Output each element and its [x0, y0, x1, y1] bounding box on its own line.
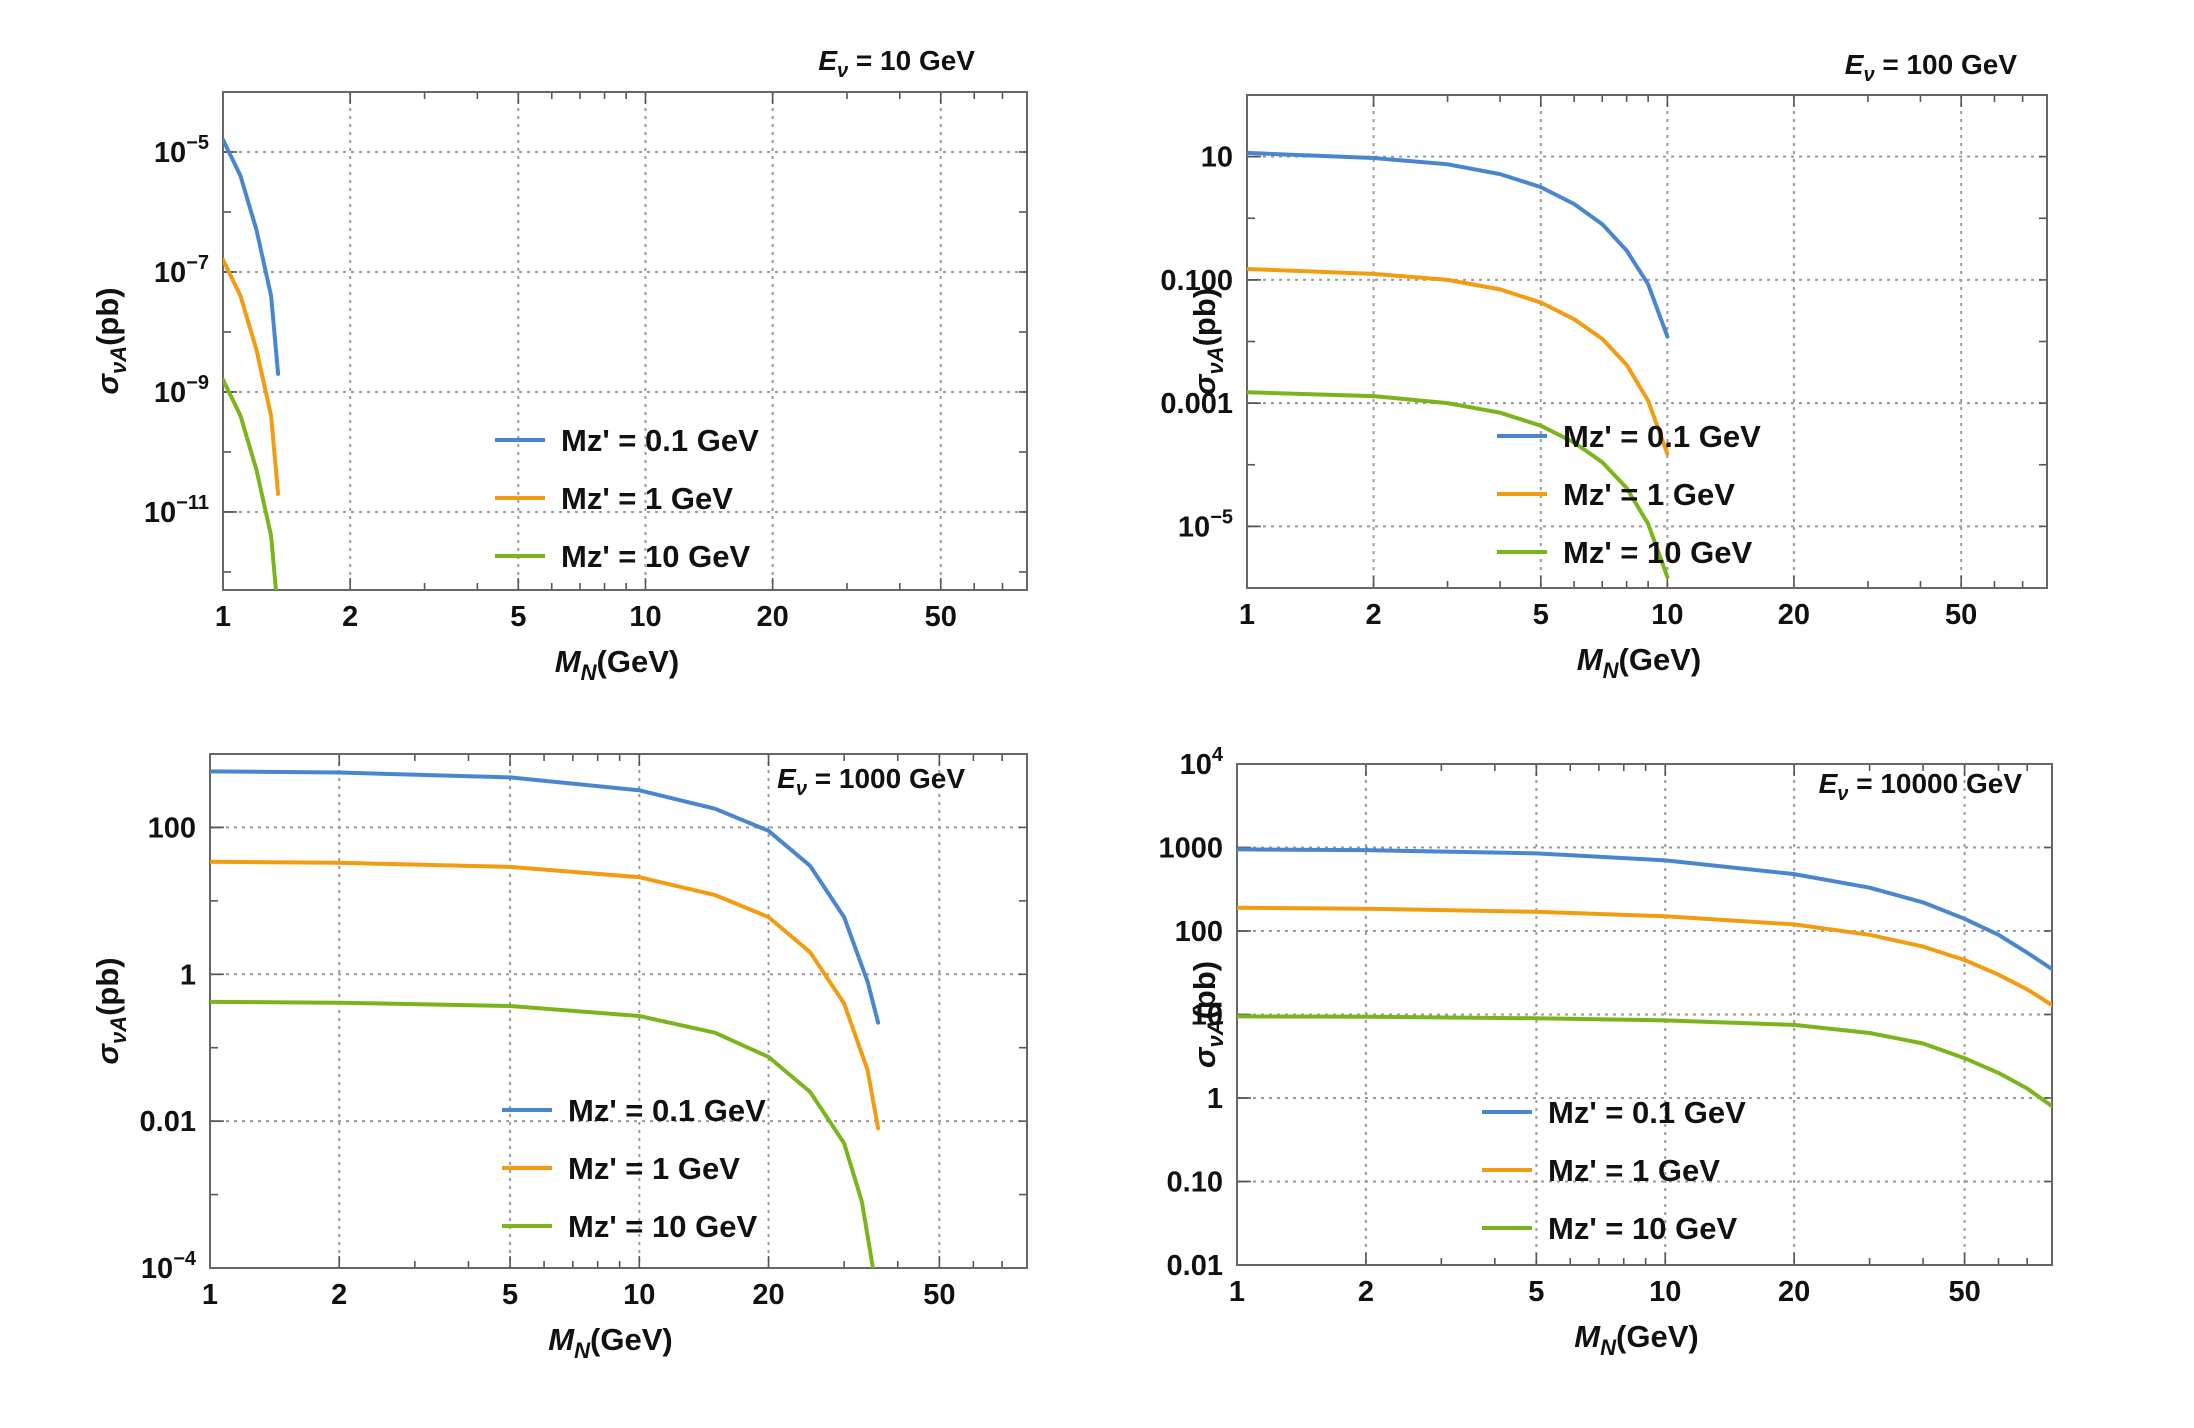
legend-label: Mz' = 0.1 GeV [1548, 1095, 1746, 1130]
y-tick-label: 10−7 [154, 252, 209, 289]
legend-label: Mz' = 1 GeV [1548, 1153, 1720, 1188]
series-line-1 [210, 859, 881, 1131]
x-axis-label: MN(GeV) [548, 1322, 672, 1363]
x-tick-label: 1 [1229, 1276, 1245, 1308]
series-line-2 [1247, 390, 1670, 580]
y-tick-label: 1 [1207, 1083, 1223, 1115]
legend-label: Mz' = 10 GeV [1548, 1211, 1737, 1246]
y-tick-label: 10−5 [154, 132, 209, 169]
legend-label: Mz' = 1 GeV [568, 1151, 740, 1186]
series-line-0 [1237, 847, 2052, 972]
x-tick-label: 20 [1778, 1276, 1810, 1308]
y-tick-label: 10 [1201, 142, 1233, 174]
chart-panel-e10000: 1 2 5 10 20 50 104 1000 100 10 1 0.10 0.01 MN(GeV) σνA… [1158, 744, 2053, 1360]
y-axis-label: σνA(pb) [1187, 961, 1228, 1068]
x-tick-label: 10 [1651, 599, 1683, 631]
x-tick-label: 50 [1945, 599, 1977, 631]
x-tick-label: 5 [510, 601, 526, 633]
energy-annotation: Eν = 10000 GeV [1819, 768, 2023, 805]
x-tick-label: 2 [331, 1279, 347, 1311]
x-tick-label: 10 [1649, 1276, 1681, 1308]
series-line-0 [223, 137, 281, 376]
series-line-2 [223, 377, 278, 590]
plot-frame [222, 91, 1028, 591]
x-tick-label: 5 [1528, 1276, 1544, 1308]
plot-frame [1246, 94, 2048, 589]
x-tick-label: 20 [757, 601, 789, 633]
y-tick-label: 0.100 [1160, 265, 1233, 297]
energy-annotation: Eν = 1000 GeV [777, 763, 965, 800]
x-tick-label: 5 [1533, 599, 1549, 631]
series-line-2 [210, 999, 875, 1268]
x-axis-label: MN(GeV) [1574, 1319, 1698, 1360]
energy-annotation: Eν = 10 GeV [818, 45, 975, 82]
legend: Mz' = 0.1 GeV Mz' = 1 GeV Mz' = 10 GeV [502, 1093, 766, 1244]
y-tick-label: 100 [1175, 916, 1223, 948]
y-tick-label: 10−9 [154, 372, 209, 409]
x-tick-label: 50 [925, 601, 957, 633]
y-tick-label: 0.01 [1167, 1250, 1223, 1282]
plot-frame [209, 753, 1028, 1269]
y-tick-label: 0.01 [140, 1106, 196, 1138]
x-tick-label: 1 [1239, 599, 1255, 631]
x-tick-label: 50 [923, 1279, 955, 1311]
series-line-1 [1247, 267, 1670, 456]
legend-label: Mz' = 0.1 GeV [561, 423, 759, 458]
y-tick-label: 0.10 [1167, 1167, 1223, 1199]
legend-label: Mz' = 0.1 GeV [568, 1093, 766, 1128]
x-tick-label: 5 [502, 1279, 518, 1311]
legend: Mz' = 0.1 GeV Mz' = 1 GeV Mz' = 10 GeV [495, 423, 759, 574]
series-line-1 [223, 257, 281, 496]
y-tick-label: 10−5 [1178, 506, 1233, 543]
series-line-2 [1237, 1014, 2052, 1109]
legend: Mz' = 0.1 GeV Mz' = 1 GeV Mz' = 10 GeV [1482, 1095, 1746, 1246]
legend-label: Mz' = 1 GeV [1563, 477, 1735, 512]
chart-panel-e100: 1 2 5 10 20 50 10 0.100 0.001 10−5 MN(GeV) σνA(pb) E… [1160, 49, 2048, 683]
series-line-1 [1237, 905, 2052, 1007]
x-axis-label: MN(GeV) [1577, 642, 1701, 683]
y-axis-label: σνA(pb) [90, 287, 131, 394]
legend-label: Mz' = 10 GeV [561, 539, 750, 574]
x-tick-label: 50 [1948, 1276, 1980, 1308]
x-tick-label: 2 [342, 601, 358, 633]
legend-label: Mz' = 10 GeV [1563, 535, 1752, 570]
x-tick-label: 20 [752, 1279, 784, 1311]
y-tick-label: 10−4 [141, 1248, 197, 1285]
x-tick-label: 2 [1358, 1276, 1374, 1308]
x-tick-label: 20 [1778, 599, 1810, 631]
legend-label: Mz' = 0.1 GeV [1563, 419, 1761, 454]
legend: Mz' = 0.1 GeV Mz' = 1 GeV Mz' = 10 GeV [1497, 419, 1761, 570]
x-tick-label: 10 [623, 1279, 655, 1311]
y-tick-label: 10 [1191, 1000, 1223, 1032]
y-tick-label: 100 [148, 812, 196, 844]
series-line-0 [210, 769, 881, 1025]
legend-label: Mz' = 10 GeV [568, 1209, 757, 1244]
y-axis-label: σνA(pb) [90, 957, 131, 1064]
chart-panel-e1000: 1 2 5 10 20 50 100 1 0.01 10−4 MN(GeV) σνA(pb) Eν = … [90, 753, 1028, 1363]
y-tick-label: 0.001 [1160, 388, 1233, 420]
x-tick-label: 1 [215, 601, 231, 633]
y-tick-label: 10−11 [144, 492, 209, 529]
x-axis-label: MN(GeV) [555, 644, 679, 685]
x-tick-label: 1 [202, 1279, 218, 1311]
y-tick-label: 104 [1180, 744, 1224, 781]
chart-panel-e10: 1 2 5 10 20 50 10−5 10−7 10−9 10−11 MN(GeV) σνA(pb)… [90, 45, 1028, 685]
y-axis-label: σνA(pb) [1187, 288, 1228, 395]
legend-label: Mz' = 1 GeV [561, 481, 733, 516]
y-tick-label: 1 [180, 959, 196, 991]
energy-annotation: Eν = 100 GeV [1845, 49, 2018, 86]
y-tick-label: 1000 [1158, 833, 1223, 865]
x-tick-label: 10 [629, 601, 661, 633]
x-tick-label: 2 [1365, 599, 1381, 631]
series-line-0 [1247, 150, 1670, 339]
